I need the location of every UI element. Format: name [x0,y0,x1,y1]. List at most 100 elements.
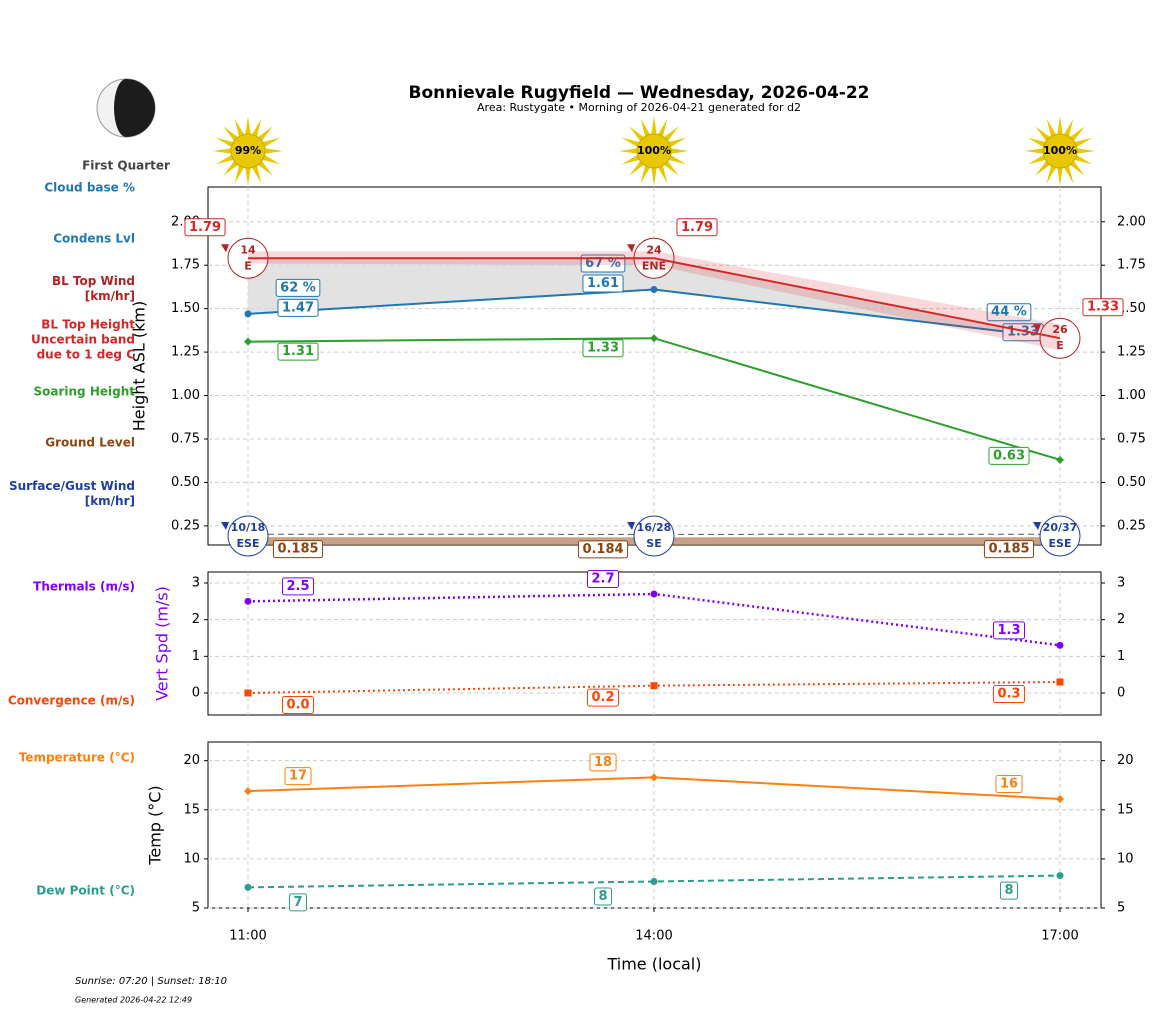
wind-arrow [1033,522,1041,530]
wind-direction: E [1056,339,1064,352]
label-box [999,881,1019,900]
data-label: 0.185 [277,542,318,557]
label-box [986,303,1032,322]
label-box [281,577,315,596]
label-box [288,893,308,912]
wind-arrow [627,244,635,253]
wind-direction: SE [646,537,661,550]
wind-speed: 16/28 [637,521,672,534]
marker [1056,872,1064,880]
data-label: 8 [1004,883,1013,898]
y2-tick-label: 15 [1117,802,1134,817]
wind-speed: 10/18 [231,521,266,534]
data-label: 1.79 [681,220,713,235]
y-tick-label: 1 [192,649,200,664]
marker [244,689,252,697]
marker [244,310,252,318]
wind-direction: ESE [237,537,260,550]
data-label: 1.47 [282,300,314,315]
label-box [586,570,620,588]
legend-label: Surface/Gust Wind [km/hr] [9,479,135,508]
y-axis-label: Temp (°C) [146,785,165,865]
data-label: 16 [1000,776,1018,791]
sun [1042,133,1078,169]
data-label: 0.185 [988,542,1029,557]
legend-label: Soaring Height [33,384,136,399]
y-axis-label: Vert Spd (m/s) [153,586,172,701]
sun-label: 100% [637,144,671,157]
data-label: 1.61 [587,276,619,291]
label-box [992,621,1026,640]
y-tick-label: 1.25 [171,345,200,360]
y2-tick-label: 1.50 [1117,301,1146,316]
wind-speed: 14 [240,243,256,256]
sun-rays [619,116,689,186]
wind-speed: 20/37 [1043,521,1078,534]
y2-tick-label: 10 [1117,851,1134,866]
y-tick-label: 0.25 [171,518,200,533]
data-label: 1.79 [189,220,221,235]
label-box [272,540,324,559]
uncertainty-band [248,251,1060,351]
series-line [247,874,1061,889]
label-box [586,688,620,707]
y2-tick-label: 1.00 [1117,388,1146,403]
y2-tick-label: 20 [1117,753,1134,768]
y2-tick-label: 1.25 [1117,345,1146,360]
moon-phase: First Quarter [82,159,170,173]
legend-label: Thermals (m/s) [33,579,135,594]
y-tick-label: 0.75 [171,431,200,446]
data-label: 0.2 [591,690,614,705]
data-label: 44 % [991,305,1027,320]
data-label: 0.63 [993,448,1025,463]
y2-tick-label: 3 [1117,576,1125,591]
sun-rays [213,116,283,186]
data-label: 62 % [280,280,316,295]
marker [650,773,658,782]
sun [636,133,672,169]
data-label: 0.184 [582,542,623,557]
chart-title: Bonnievale Rugyfield — Wednesday, 2026-0… [408,83,869,103]
wind-speed: 24 [646,243,662,256]
wind-circle [227,515,269,557]
moon-shadow [114,79,155,137]
label-box [1082,298,1124,317]
legend-label: Condens Lvl [53,231,135,246]
label-box [281,696,315,714]
cloud-layer [248,258,1060,339]
x-tick-label: 14:00 [635,929,672,944]
data-label: 2.5 [286,579,309,594]
wind-direction: E [244,259,252,272]
wind-arrow [1033,324,1041,333]
wind-arrow [221,522,229,530]
marker [1056,641,1064,649]
x-tick-label: 17:00 [1041,929,1078,944]
label-box [995,774,1023,793]
y-tick-label: 1.50 [171,301,200,316]
legend-label: Ground Level [45,435,135,450]
data-label: 0.0 [286,698,309,713]
data-label: 1.3 [997,623,1020,638]
data-label: 1.33 [587,341,619,356]
sun-rays [1025,116,1095,186]
y-tick-label: 10 [183,851,200,866]
legend-label: BL Top Height Uncertain band due to 1 de… [31,317,135,362]
y-tick-label: 15 [183,802,200,817]
y-tick-label: 3 [192,576,200,591]
y2-tick-label: 5 [1117,901,1125,916]
wind-arrow [627,522,635,530]
y2-tick-label: 1.75 [1117,258,1146,273]
y2-tick-label: 0.75 [1117,431,1146,446]
wind-direction: ENE [642,259,666,272]
data-label: 0.3 [997,687,1020,702]
y-tick-label: 2 [192,612,200,627]
label-box [983,540,1035,559]
label-box [582,274,624,293]
y2-tick-label: 0 [1117,686,1125,701]
y2-tick-label: 2.00 [1117,214,1146,229]
label-box [277,342,319,361]
marker [650,590,658,598]
marker [650,334,658,343]
